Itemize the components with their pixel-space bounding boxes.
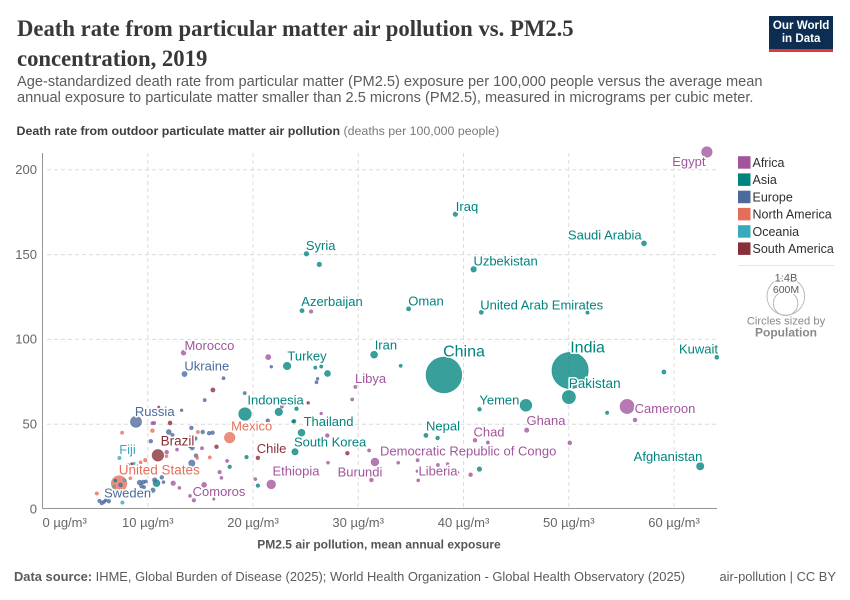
svg-text:Yemen: Yemen bbox=[479, 393, 519, 408]
svg-text:Iran: Iran bbox=[375, 338, 397, 353]
svg-text:Libya: Libya bbox=[355, 371, 387, 386]
svg-text:Morocco: Morocco bbox=[184, 338, 234, 353]
svg-text:Saudi Arabia: Saudi Arabia bbox=[568, 228, 642, 243]
svg-text:Liberia: Liberia bbox=[418, 464, 458, 479]
svg-text:0: 0 bbox=[30, 501, 37, 516]
svg-text:20 µg/m³: 20 µg/m³ bbox=[227, 515, 279, 530]
svg-text:1:4B: 1:4B bbox=[775, 273, 798, 285]
svg-text:600M: 600M bbox=[773, 284, 799, 296]
svg-text:United Arab Emirates: United Arab Emirates bbox=[480, 298, 603, 313]
svg-text:150: 150 bbox=[15, 247, 37, 262]
svg-text:North America: North America bbox=[753, 208, 832, 222]
svg-text:Comoros: Comoros bbox=[193, 484, 246, 499]
svg-text:Nepal: Nepal bbox=[426, 419, 460, 434]
svg-text:200: 200 bbox=[15, 162, 37, 177]
svg-text:Sweden: Sweden bbox=[104, 486, 151, 501]
svg-text:Cameroon: Cameroon bbox=[635, 401, 696, 416]
svg-text:Europe: Europe bbox=[753, 190, 793, 204]
svg-text:Ghana: Ghana bbox=[526, 413, 566, 428]
svg-text:40 µg/m³: 40 µg/m³ bbox=[438, 515, 490, 530]
svg-text:South Korea: South Korea bbox=[294, 435, 367, 450]
svg-text:Circles sized by: Circles sized by bbox=[747, 316, 826, 328]
svg-text:United States: United States bbox=[119, 463, 200, 478]
svg-text:Mexico: Mexico bbox=[231, 419, 272, 434]
svg-text:Indonesia: Indonesia bbox=[247, 393, 304, 408]
svg-text:Iraq: Iraq bbox=[456, 199, 478, 214]
svg-text:Thailand: Thailand bbox=[304, 414, 354, 429]
svg-text:Ukraine: Ukraine bbox=[184, 359, 229, 374]
svg-text:China: China bbox=[443, 344, 485, 361]
svg-text:Population: Population bbox=[755, 326, 817, 340]
svg-text:Africa: Africa bbox=[753, 156, 785, 170]
svg-text:Egypt: Egypt bbox=[672, 154, 706, 169]
svg-text:Burundi: Burundi bbox=[338, 465, 383, 480]
svg-text:Brazil: Brazil bbox=[161, 434, 195, 449]
svg-text:South America: South America bbox=[753, 242, 834, 256]
svg-text:Afghanistan: Afghanistan bbox=[634, 449, 703, 464]
svg-text:Ethiopia: Ethiopia bbox=[273, 464, 321, 479]
svg-text:30 µg/m³: 30 µg/m³ bbox=[332, 515, 384, 530]
svg-text:Azerbaijan: Azerbaijan bbox=[301, 294, 362, 309]
svg-text:50: 50 bbox=[23, 417, 37, 432]
svg-text:Fiji: Fiji bbox=[119, 442, 136, 457]
svg-text:100: 100 bbox=[15, 332, 37, 347]
svg-text:60 µg/m³: 60 µg/m³ bbox=[648, 515, 700, 530]
svg-text:0 µg/m³: 0 µg/m³ bbox=[43, 515, 88, 530]
svg-text:Chile: Chile bbox=[257, 441, 287, 456]
svg-text:Democratic Republic of Congo: Democratic Republic of Congo bbox=[380, 444, 556, 459]
svg-text:10 µg/m³: 10 µg/m³ bbox=[122, 515, 174, 530]
svg-text:Turkey: Turkey bbox=[287, 349, 327, 364]
svg-text:PM2.5 air pollution, mean annu: PM2.5 air pollution, mean annual exposur… bbox=[257, 538, 501, 552]
svg-text:Syria: Syria bbox=[306, 238, 336, 253]
svg-text:Pakistan: Pakistan bbox=[569, 376, 621, 391]
svg-text:Chad: Chad bbox=[473, 425, 504, 440]
svg-text:50 µg/m³: 50 µg/m³ bbox=[543, 515, 595, 530]
svg-text:Oceania: Oceania bbox=[753, 225, 800, 239]
svg-text:India: India bbox=[570, 340, 605, 357]
svg-text:Russia: Russia bbox=[135, 404, 176, 419]
svg-text:Asia: Asia bbox=[753, 173, 777, 187]
svg-text:Oman: Oman bbox=[408, 294, 443, 309]
svg-text:Kuwait: Kuwait bbox=[679, 342, 718, 357]
svg-text:Uzbekistan: Uzbekistan bbox=[473, 254, 537, 269]
